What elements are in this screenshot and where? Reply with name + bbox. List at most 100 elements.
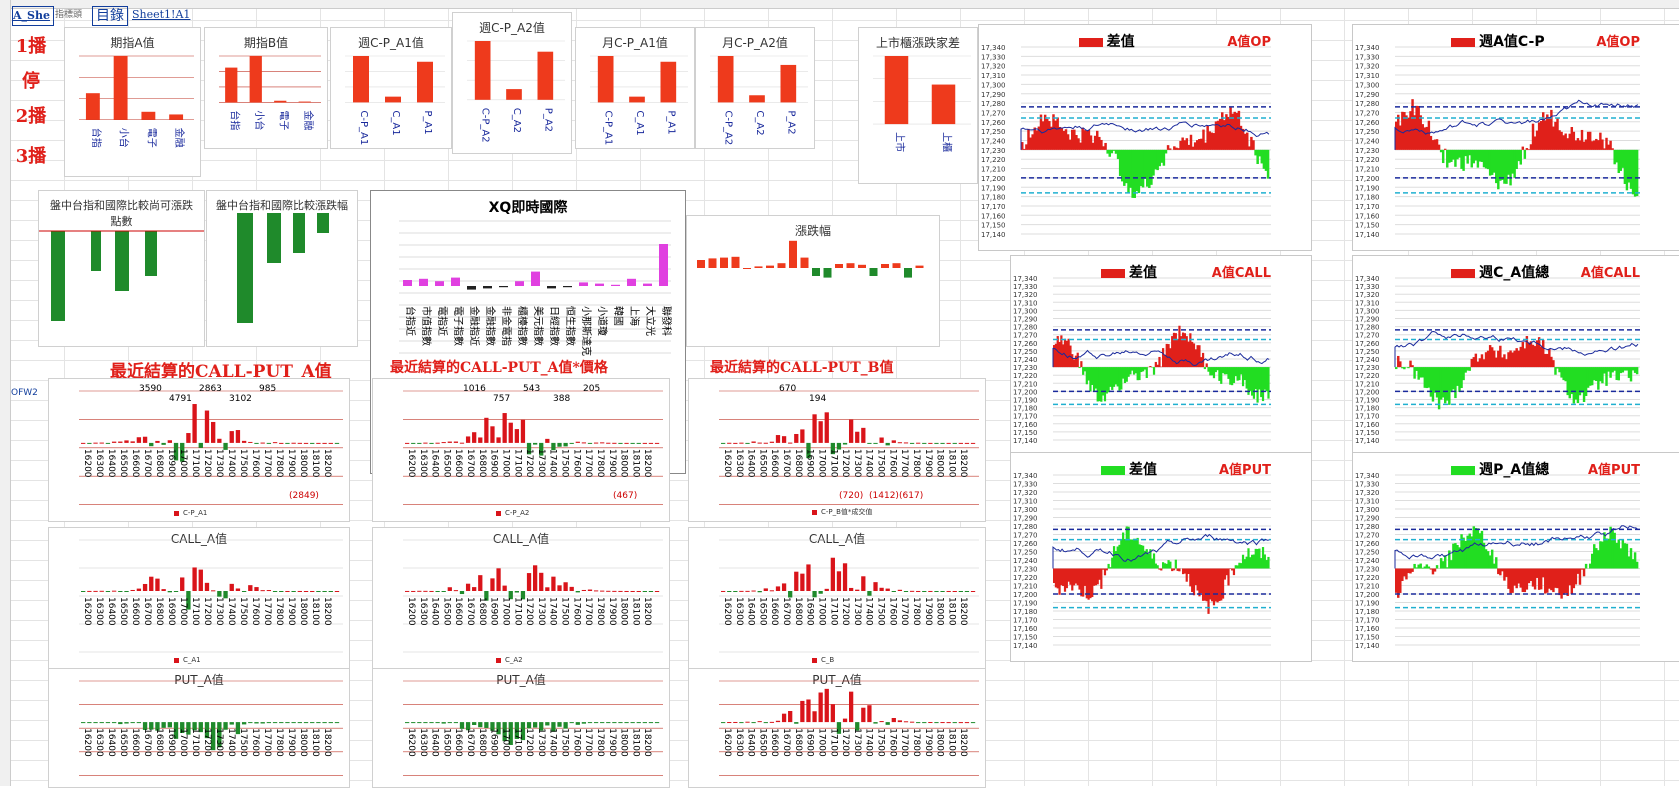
strike-bar <box>285 722 289 723</box>
strike-bar <box>739 591 743 592</box>
category-label: 小台 <box>118 128 131 148</box>
updown-bar <box>801 258 809 268</box>
y-tick-label: 17,140 <box>1013 437 1038 445</box>
y-tick-label: 17,200 <box>1355 591 1380 599</box>
strike-bar <box>812 414 816 443</box>
panel-title: 週P_A值總 <box>1451 459 1549 479</box>
chart-legend: C-P_B值*成交值 <box>812 507 872 517</box>
strike-bar <box>959 443 963 444</box>
strike-bar <box>758 443 762 444</box>
area-slice <box>1442 150 1444 163</box>
updown-bar <box>766 266 774 268</box>
annotation: (1412) <box>869 491 899 501</box>
y-tick-label: 17,240 <box>1355 356 1380 364</box>
y-tick-label: 17,190 <box>981 184 1006 192</box>
strike-label: 16400 <box>746 449 756 478</box>
y-tick-label: 17,330 <box>1355 481 1380 489</box>
chart-legend: C_B <box>812 656 834 664</box>
y-tick-label: 17,280 <box>1355 523 1380 531</box>
strike-bar <box>322 443 326 444</box>
strike-label: 16500 <box>441 728 451 757</box>
play-2-button[interactable]: 2播 <box>12 103 50 131</box>
strike-bar <box>758 721 762 722</box>
area-slice <box>1106 569 1108 571</box>
y-tick-label: 17,270 <box>1355 109 1380 117</box>
strike-bar <box>279 722 283 723</box>
strike-label: 17500 <box>876 728 886 757</box>
menu-tab[interactable]: 目錄 <box>92 6 128 26</box>
xq-bar <box>515 281 524 286</box>
strike-label: 17300 <box>852 728 862 757</box>
annotation: (467) <box>613 491 637 501</box>
y-tick-label: 17,260 <box>1013 540 1038 548</box>
strike-bar <box>417 443 421 444</box>
play-1-button[interactable]: 1播 <box>12 33 50 61</box>
sheet-tab-a[interactable]: A_She <box>12 6 54 26</box>
panel-title: 差值 <box>1079 31 1135 51</box>
xq-bar <box>435 281 444 286</box>
panel-subtitle: A值CALL <box>1212 262 1271 281</box>
stop-button[interactable]: 停 <box>12 68 50 96</box>
xq-label: 日經指數 <box>548 306 561 346</box>
updown-bar <box>812 268 820 276</box>
y-tick-label: 17,320 <box>1355 291 1380 299</box>
strike-label: 17400 <box>226 728 236 757</box>
area-slice <box>1395 367 1397 369</box>
y-tick-label: 17,280 <box>1355 100 1380 108</box>
strike-bar <box>953 591 957 592</box>
updown-bar <box>709 258 717 268</box>
strike-bar <box>965 722 969 723</box>
strike-bar <box>727 591 731 592</box>
annotation: 757 <box>493 394 510 404</box>
xq-label: 小那斯達克 <box>580 306 593 356</box>
strike-bar <box>533 443 537 445</box>
strike-bar <box>168 440 172 443</box>
strike-bar <box>161 589 165 591</box>
strike-bar <box>279 591 283 592</box>
strike-bar <box>563 582 567 591</box>
strike-bar <box>533 565 537 591</box>
strike-bar <box>429 591 433 592</box>
strike-bar <box>168 591 172 592</box>
y-tick-label: 17,240 <box>1013 356 1038 364</box>
category-label: P_A2 <box>785 110 796 134</box>
strike-bar <box>837 571 841 591</box>
strike-label: 17300 <box>214 449 224 478</box>
strike-bar <box>782 583 786 591</box>
strike-label: 17600 <box>887 597 897 626</box>
strike-bar <box>515 591 519 593</box>
annotation: 670 <box>779 384 796 394</box>
area-slice <box>1227 569 1229 586</box>
strike-label: 17100 <box>512 449 522 478</box>
strike-label: 18100 <box>630 449 640 478</box>
play-3-button[interactable]: 3播 <box>12 143 50 171</box>
y-tick-label: 17,160 <box>1013 625 1038 633</box>
area-slice <box>1153 367 1155 375</box>
strike-bar <box>460 443 464 444</box>
index-tab[interactable]: 指標頭 <box>55 6 82 24</box>
strike-label: 17000 <box>816 597 826 626</box>
strike-bar <box>93 443 97 444</box>
strike-label: 17500 <box>560 597 570 626</box>
area-slice <box>1252 140 1254 150</box>
legend-swatch <box>496 511 501 516</box>
updown-bar <box>881 264 889 268</box>
y-tick-label: 17,250 <box>981 128 1006 136</box>
strike-bar <box>910 722 914 723</box>
y-tick-label: 17,270 <box>1013 332 1038 340</box>
bar <box>250 56 262 102</box>
sheet1-link[interactable]: Sheet1!A1 <box>132 6 190 24</box>
strike-label: 16500 <box>757 728 767 757</box>
area-slice <box>1078 367 1080 368</box>
strike-bar <box>588 590 592 591</box>
legend-label: C-P_A1 <box>183 509 207 517</box>
strike-label: 17300 <box>852 449 862 478</box>
strike-bar <box>843 719 847 722</box>
y-tick-label: 17,330 <box>981 53 1006 61</box>
strike-bar <box>861 708 865 722</box>
strike-bar <box>904 442 908 443</box>
y-tick-label: 17,340 <box>1355 472 1380 480</box>
